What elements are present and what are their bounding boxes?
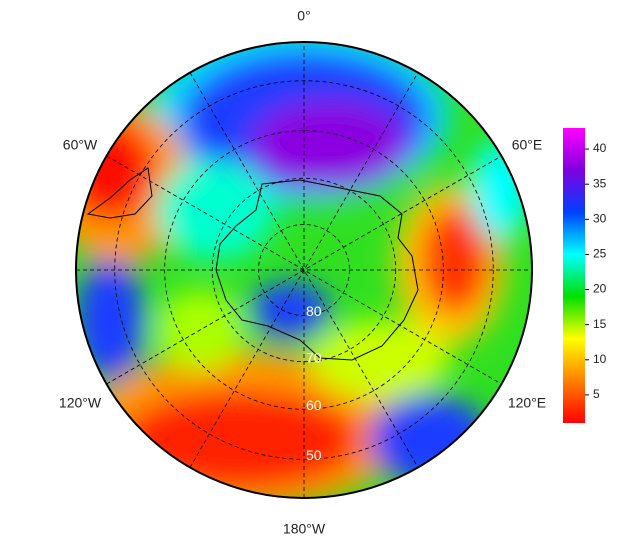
meridian-label: 0° [297, 8, 310, 24]
meridian-label: 180°W [283, 521, 326, 537]
latitude-label: 80 [306, 303, 322, 319]
colorbar [563, 128, 585, 423]
colorbar-tick-label: 10 [593, 352, 607, 366]
colorbar-tick-label: 40 [593, 141, 607, 155]
meridian-line [189, 72, 419, 468]
latitude-label: 50 [306, 447, 322, 463]
colorbar-tick-label: 5 [593, 387, 600, 401]
colorbar-tick-label: 15 [593, 317, 607, 331]
field [76, 42, 532, 498]
colorbar-tick-label: 20 [593, 282, 607, 296]
meridian-label: 120°E [508, 395, 546, 411]
meridian-label: 120°W [59, 395, 102, 411]
meridian-label: 60°W [63, 137, 98, 153]
coastline [86, 167, 153, 219]
coastline [215, 179, 419, 361]
latitude-label: 70 [306, 349, 322, 365]
colorbar-tick-label: 35 [593, 176, 607, 190]
latitude-circle [164, 130, 444, 410]
graticule [76, 42, 532, 498]
latitude-circle [114, 80, 494, 460]
colorbar-tick-label: 25 [593, 247, 607, 261]
latitude-circle [258, 224, 350, 316]
meridian-label: 60°E [512, 137, 543, 153]
latitude-label: 60 [306, 397, 322, 413]
latitude-circle [211, 177, 397, 363]
colorbar-tick-label: 30 [593, 211, 607, 225]
